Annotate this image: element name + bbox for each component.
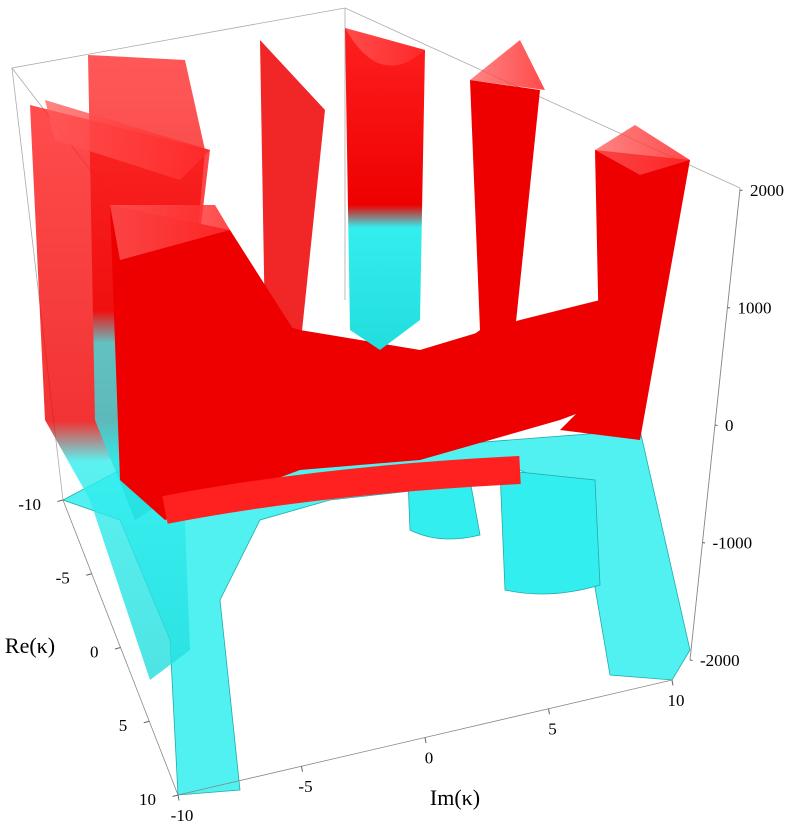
x-axis-tick xyxy=(671,679,674,686)
y-axis-tick-label: 10 xyxy=(139,790,156,809)
z-axis-tick xyxy=(714,424,718,426)
x-axis-tick-label: -10 xyxy=(171,806,194,825)
x-axis-tick xyxy=(548,708,550,715)
z-axis-tick xyxy=(689,659,693,661)
z-axis-tick-label: -1000 xyxy=(713,533,753,552)
x-axis-tick-label: -5 xyxy=(298,777,312,796)
x-axis-title: Im(κ) xyxy=(430,785,480,810)
z-axis-tick-label: 2000 xyxy=(750,181,784,200)
x-axis-tick xyxy=(177,794,180,801)
z-axis-tick-label: -2000 xyxy=(700,651,740,670)
z-axis-tick xyxy=(727,307,731,309)
x-axis-tick xyxy=(301,766,303,772)
y-axis-tick-label: 5 xyxy=(119,716,128,735)
surface xyxy=(30,28,691,796)
y-axis-tick xyxy=(143,720,150,724)
y-axis-tick-label: -5 xyxy=(56,569,70,588)
y-axis-tick-label: -10 xyxy=(18,495,41,514)
y-axis-tick xyxy=(114,647,121,650)
z-axis-tick-label: 1000 xyxy=(738,298,772,317)
x-axis-tick-label: 5 xyxy=(548,720,557,739)
x-axis-tick-label: 10 xyxy=(668,691,685,710)
y-axis-tick xyxy=(86,573,92,576)
x-axis-tick xyxy=(424,737,427,744)
y-axis-tick xyxy=(57,499,64,502)
y-axis-tick-label: 0 xyxy=(90,642,99,661)
z-axis-tick xyxy=(739,189,743,191)
z-axis-tick xyxy=(702,542,706,544)
x-axis-tick-label: 0 xyxy=(425,748,434,767)
y-axis-title: Re(κ) xyxy=(5,633,55,658)
z-axis-tick-label: 0 xyxy=(725,416,734,435)
y-axis-tick xyxy=(172,794,179,797)
